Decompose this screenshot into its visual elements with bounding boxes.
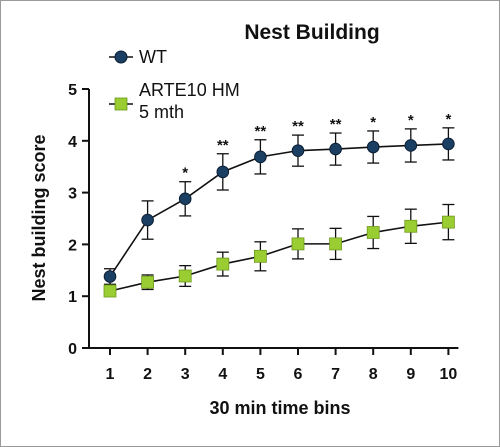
data-point: [329, 142, 342, 156]
x-axis-label: 30 min time bins: [209, 398, 350, 418]
significance-marker: *: [445, 111, 451, 128]
data-point: [178, 269, 192, 283]
data-point: [216, 165, 230, 179]
series-line: [109, 221, 449, 292]
x-tick-label: 6: [294, 366, 303, 383]
significance-marker: **: [217, 137, 229, 154]
y-tick-label: 0: [68, 341, 77, 358]
data-point: [366, 226, 380, 239]
significance-marker: *: [408, 112, 414, 129]
series-arte10-hm: [103, 203, 455, 298]
x-tick-label: 9: [406, 366, 415, 383]
legend-marker: [114, 50, 128, 64]
data-point: [103, 270, 117, 283]
data-point: [404, 219, 418, 233]
x-tick-label: 3: [181, 366, 190, 383]
x-tick-label: 8: [369, 366, 378, 383]
data-point: [404, 139, 418, 152]
data-point: [253, 249, 267, 263]
series-line: [109, 143, 449, 277]
significance-marker: **: [292, 118, 304, 135]
y-tick-label: 5: [68, 82, 77, 99]
x-tick-label: 7: [331, 366, 340, 383]
data-point: [442, 137, 455, 151]
data-point: [291, 144, 305, 157]
x-tick-label: 2: [143, 366, 152, 383]
data-point: [441, 215, 455, 229]
data-point: [103, 284, 117, 298]
legend-marker: [114, 97, 128, 111]
data-point: [366, 140, 380, 154]
data-point: [141, 275, 155, 289]
y-axis-label: Nest building score: [29, 134, 49, 301]
legend-label: WT: [139, 47, 167, 67]
x-tick-label: 5: [256, 366, 265, 383]
x-tick-label: 1: [106, 366, 115, 383]
y-tick-label: 4: [68, 134, 77, 151]
data-point: [291, 237, 305, 251]
legend: WT ARTE10 HM 5 mth: [109, 47, 240, 122]
data-point: [254, 150, 267, 164]
y-tick-label: 1: [68, 289, 77, 306]
significance-marker: *: [370, 114, 376, 131]
data-point: [216, 257, 230, 271]
series-wt: [103, 127, 455, 285]
legend-label: ARTE10 HM 5 mth: [139, 80, 240, 122]
significance-marker: *: [182, 165, 188, 182]
data-point: [178, 192, 192, 206]
y-tick-label: 3: [68, 186, 77, 203]
x-tick-label: 4: [218, 366, 227, 383]
y-tick-label: 2: [68, 237, 77, 254]
chart-title: Nest Building: [244, 21, 379, 44]
significance-marker: **: [330, 116, 342, 133]
data-point: [141, 213, 154, 227]
x-tick-label: 10: [440, 366, 458, 383]
data-point: [329, 237, 343, 251]
significance-marker: **: [255, 123, 267, 140]
